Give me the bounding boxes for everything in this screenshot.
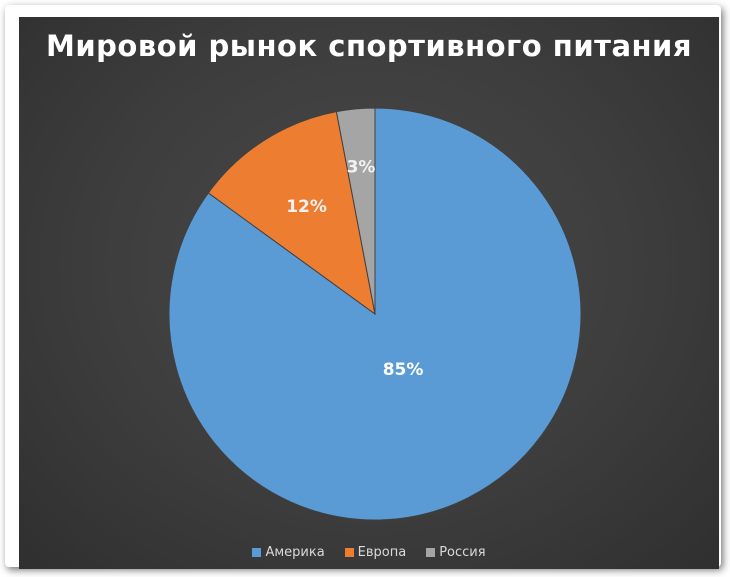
legend-item-america: Америка [252, 545, 325, 560]
chart-frame: Мировой рынок спортивного питания 85% 12%… [5, 5, 721, 569]
data-label-europe: 12% [286, 197, 327, 217]
slice-europe [207, 111, 376, 316]
legend-swatch-russia [426, 548, 436, 557]
legend-item-russia: Россия [426, 545, 486, 560]
legend-label-russia: Россия [439, 545, 486, 560]
chart-area: Мировой рынок спортивного питания 85% 12%… [19, 17, 719, 569]
data-label-america: 85% [383, 360, 424, 380]
legend-item-europe: Европа [344, 545, 407, 560]
legend-label-america: Америка [265, 545, 325, 560]
legend-swatch-europe [344, 548, 354, 557]
chart-title: Мировой рынок спортивного питания [45, 29, 692, 63]
pie-chart: 85% 12% 3% [168, 107, 582, 521]
legend: Америка Европа Россия [19, 545, 719, 560]
legend-swatch-america [252, 548, 262, 557]
data-label-russia: 3% [347, 157, 376, 177]
slice-russia [335, 107, 376, 315]
legend-label-europe: Европа [357, 545, 407, 560]
